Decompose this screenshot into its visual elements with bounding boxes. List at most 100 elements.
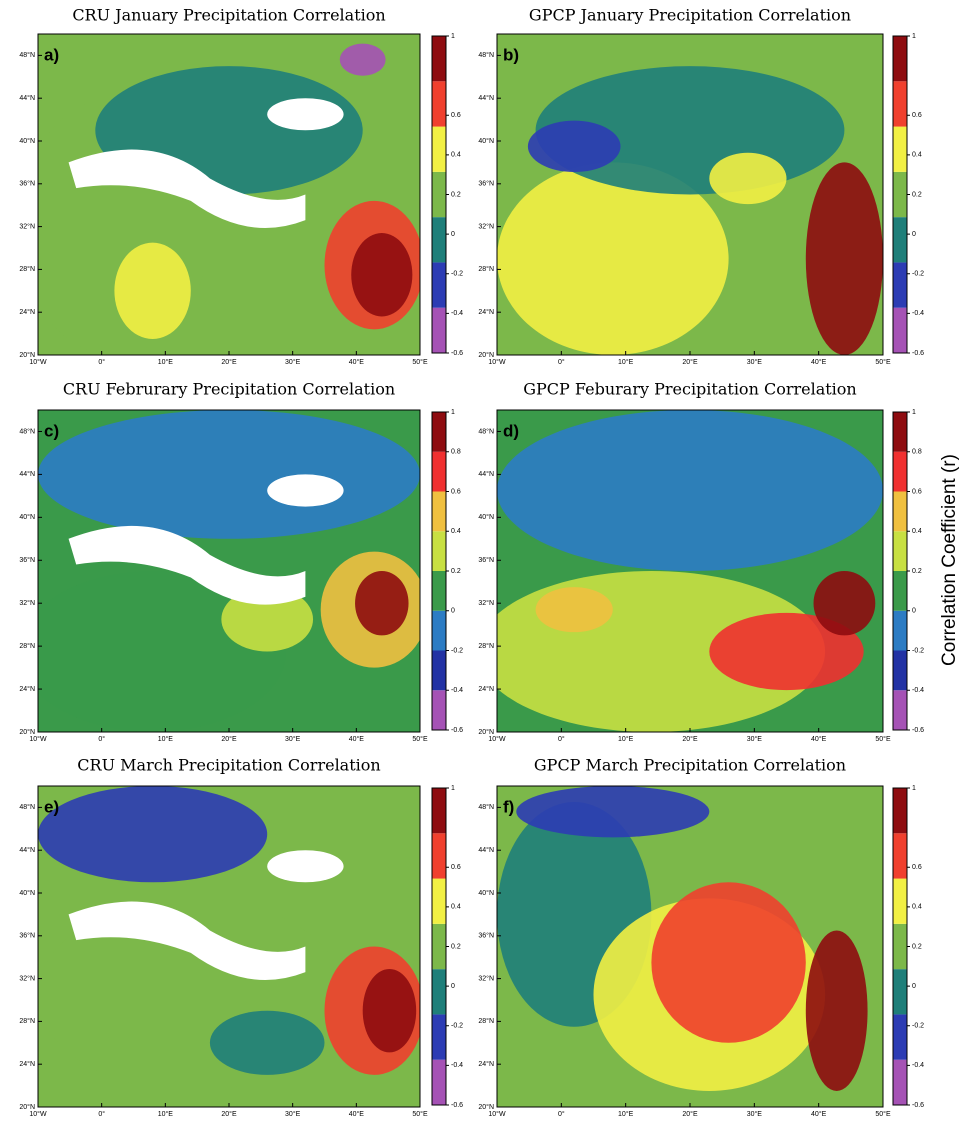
colorbar-tick-label: -0.4: [912, 1062, 924, 1069]
y-tick-label: 20°N: [478, 1103, 494, 1111]
y-tick-label: 28°N: [19, 265, 35, 273]
x-tick-label: 10°E: [618, 1110, 634, 1118]
x-tick-label: 40°E: [811, 1110, 827, 1118]
colorbar-segment: [432, 36, 446, 82]
y-tick-label: 48°N: [478, 427, 494, 435]
x-tick-label: 30°E: [285, 735, 301, 743]
colorbar-tick-label: -0.2: [912, 1023, 924, 1030]
x-tick-label: 10°E: [158, 358, 174, 366]
y-tick-label: 36°N: [19, 180, 35, 188]
x-tick-label: 0°: [558, 358, 565, 366]
y-tick-label: 44°N: [19, 94, 35, 102]
y-tick-label: 40°N: [19, 513, 35, 521]
y-tick-label: 44°N: [478, 846, 494, 854]
x-tick-label: 0°: [98, 735, 105, 743]
x-tick-label: 0°: [558, 735, 565, 743]
field-region: [805, 162, 883, 355]
colorbar-segment: [432, 690, 446, 730]
field-region: [38, 786, 268, 883]
x-tick-label: 40°E: [349, 735, 365, 743]
panel-title: GPCP March Precipitation Correlation: [534, 756, 846, 775]
colorbar-tick-label: -0.2: [912, 647, 924, 654]
map-field: [497, 410, 883, 732]
x-tick-label: 10°W: [29, 1110, 47, 1118]
y-tick-label: 44°N: [478, 94, 494, 102]
colorbar-tick-label: 0.2: [451, 568, 461, 575]
y-tick-label: 40°N: [478, 137, 494, 145]
field-region: [339, 43, 386, 76]
x-tick-label: 10°E: [618, 358, 634, 366]
y-tick-label: 44°N: [19, 470, 35, 478]
panel-title: GPCP January Precipitation Correlation: [529, 6, 851, 25]
colorbar-segment: [893, 833, 907, 879]
colorbar-segment: [893, 531, 907, 571]
colorbar-segment: [432, 969, 446, 1015]
y-tick-label: 48°N: [19, 51, 35, 59]
x-tick-label: 40°E: [349, 358, 365, 366]
sea-mask: [267, 474, 344, 507]
map-field: [38, 34, 420, 355]
colorbar-tick-label: 0: [451, 608, 455, 615]
colorbar-tick-label: 0.6: [451, 864, 461, 871]
panel-label: e): [44, 797, 59, 816]
field-region: [38, 410, 420, 539]
x-tick-label: 50°E: [412, 358, 428, 366]
colorbar-segment: [893, 923, 907, 970]
y-tick-label: 44°N: [478, 470, 494, 478]
y-tick-label: 40°N: [478, 513, 494, 521]
y-tick-label: 28°N: [478, 642, 494, 650]
y-tick-label: 20°N: [19, 351, 35, 359]
y-tick-label: 40°N: [478, 889, 494, 897]
colorbar-tick-label: 0: [912, 983, 916, 990]
colorbar-segment: [432, 1059, 446, 1105]
colorbar-segment: [893, 171, 907, 218]
map-field: [497, 34, 883, 355]
x-tick-label: 10°W: [29, 358, 47, 366]
y-tick-label: 20°N: [478, 728, 494, 736]
colorbar-tick-label: 0.4: [451, 528, 461, 535]
panel-title: GPCP Feburary Precipitation Correlation: [523, 380, 856, 399]
y-tick-label: 24°N: [19, 308, 35, 316]
sea-mask: [68, 525, 306, 605]
colorbar-tick-label: 0.6: [912, 488, 922, 495]
colorbar-segment: [432, 610, 446, 651]
x-tick-label: 50°E: [875, 735, 891, 743]
field-region: [209, 1010, 325, 1075]
colorbar-segment: [432, 307, 446, 353]
x-tick-label: 50°E: [412, 1110, 428, 1118]
colorbar-tick-label: 1: [912, 409, 916, 416]
colorbar-segment: [893, 969, 907, 1015]
x-tick-label: 30°E: [285, 358, 301, 366]
x-tick-label: 40°E: [349, 1110, 365, 1118]
panel-label: f): [503, 797, 514, 816]
x-tick-label: 30°E: [747, 735, 763, 743]
sea-mask: [267, 98, 344, 131]
field-region: [351, 233, 413, 317]
colorbar-segment: [893, 412, 907, 452]
x-tick-label: 10°E: [618, 735, 634, 743]
colorbar-tick-label: 0: [451, 231, 455, 238]
y-tick-label: 32°N: [19, 222, 35, 230]
field-region: [114, 242, 191, 339]
colorbar-tick-label: 1: [912, 785, 916, 792]
y-tick-label: 48°N: [478, 803, 494, 811]
map-field: [497, 786, 883, 1107]
colorbar-tick-label: 0: [912, 608, 916, 615]
y-tick-label: 32°N: [478, 222, 494, 230]
colorbar-segment: [893, 650, 907, 691]
colorbar-tick-label: 0.6: [912, 864, 922, 871]
colorbar-tick-label: -0.6: [451, 350, 463, 357]
colorbar-tick-label: 0.6: [912, 112, 922, 119]
colorbar-segment: [893, 1059, 907, 1105]
x-tick-label: 20°E: [682, 358, 698, 366]
colorbar-tick-label: -0.4: [451, 1062, 463, 1069]
x-tick-label: 10°W: [29, 735, 47, 743]
colorbar-tick-label: -0.4: [451, 687, 463, 694]
y-tick-label: 20°N: [19, 1103, 35, 1111]
colorbar-segment: [432, 531, 446, 571]
colorbar-tick-label: -0.4: [451, 310, 463, 317]
field-region: [709, 152, 787, 205]
y-tick-label: 32°N: [19, 974, 35, 982]
x-tick-label: 50°E: [875, 1110, 891, 1118]
